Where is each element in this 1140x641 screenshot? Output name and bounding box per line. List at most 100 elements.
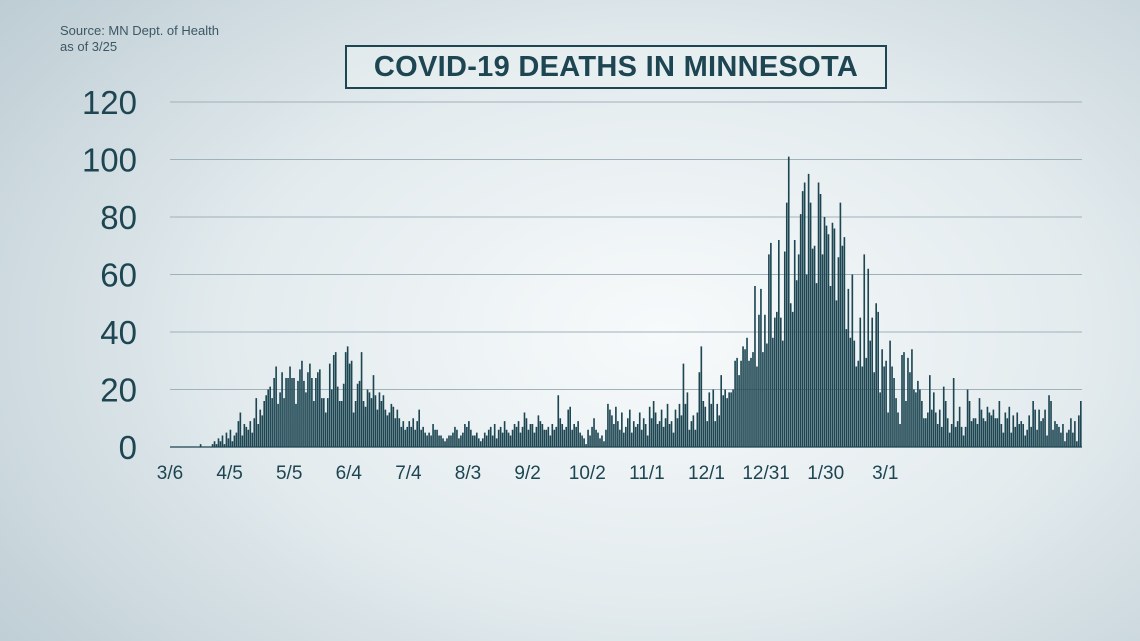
- bar: [317, 372, 319, 447]
- bar: [1010, 432, 1013, 448]
- x-tick-label: 7/4: [395, 463, 422, 484]
- bar: [434, 429, 436, 447]
- bar: [593, 418, 595, 447]
- bar: [301, 360, 303, 447]
- bar: [483, 432, 486, 448]
- bar: [752, 352, 754, 448]
- bar: [921, 401, 923, 447]
- bar: [881, 349, 883, 447]
- bar: [535, 426, 538, 448]
- bar: [388, 412, 391, 447]
- bar: [909, 372, 911, 447]
- bar: [350, 360, 353, 447]
- bar: [760, 288, 762, 448]
- bar: [1038, 409, 1040, 448]
- bar: [243, 424, 246, 447]
- bar: [632, 421, 635, 448]
- bar: [468, 421, 470, 448]
- bar: [291, 378, 293, 447]
- bar: [269, 386, 271, 448]
- bar: [261, 415, 264, 448]
- y-tick-label: 20: [100, 372, 137, 409]
- bar: [650, 418, 653, 447]
- bar: [766, 343, 768, 447]
- bar: [384, 409, 387, 448]
- bar: [555, 426, 558, 448]
- bar: [249, 421, 252, 448]
- bar: [746, 337, 748, 447]
- x-tick-label: 4/5: [216, 463, 242, 484]
- bar: [666, 403, 669, 448]
- bar: [1006, 418, 1009, 447]
- bar: [930, 409, 933, 448]
- bar: [211, 444, 214, 448]
- bar: [942, 386, 945, 448]
- bar: [619, 429, 621, 447]
- bar: [875, 303, 877, 447]
- bar: [571, 429, 573, 447]
- x-tick-label: 3/1: [872, 463, 898, 484]
- bar: [948, 432, 951, 448]
- bar: [589, 435, 591, 447]
- bar: [229, 429, 232, 447]
- bar: [454, 426, 456, 448]
- bar: [1058, 426, 1060, 448]
- bar: [444, 441, 446, 447]
- bar: [523, 412, 526, 447]
- bar: [585, 444, 587, 448]
- bar: [638, 412, 641, 447]
- bar: [273, 378, 275, 447]
- bar: [754, 286, 756, 447]
- bar: [694, 429, 697, 447]
- bar: [330, 389, 333, 447]
- bar: [772, 337, 774, 447]
- bar: [392, 406, 395, 447]
- bar: [267, 389, 269, 447]
- bar: [255, 398, 258, 448]
- bar: [803, 182, 806, 447]
- bar: [283, 398, 285, 448]
- bar: [464, 424, 466, 447]
- bar: [934, 412, 937, 447]
- bar: [603, 441, 605, 447]
- bar: [1050, 401, 1052, 447]
- bar: [213, 441, 216, 447]
- bar: [458, 438, 460, 448]
- bar: [428, 432, 430, 448]
- bar: [515, 426, 518, 448]
- bar: [303, 380, 305, 448]
- bar: [668, 424, 671, 447]
- bar: [927, 412, 929, 447]
- bar: [809, 202, 812, 448]
- bar: [394, 418, 397, 447]
- bar: [366, 389, 369, 447]
- bar: [420, 429, 422, 447]
- bar: [615, 406, 617, 447]
- bar: [1072, 432, 1074, 448]
- bar: [1048, 395, 1050, 447]
- bar: [833, 228, 836, 447]
- bar: [750, 357, 752, 448]
- bar: [740, 360, 742, 447]
- bar: [1018, 424, 1021, 447]
- bar: [811, 248, 814, 447]
- bar: [797, 254, 800, 448]
- bar: [402, 421, 405, 448]
- bar: [960, 426, 963, 448]
- bar: [1054, 421, 1056, 448]
- y-tick-label: 80: [100, 199, 137, 236]
- bar: [305, 392, 307, 448]
- bar: [356, 383, 359, 447]
- bar: [485, 435, 488, 447]
- bar: [871, 317, 874, 448]
- bar: [923, 418, 925, 447]
- bar: [1044, 409, 1046, 448]
- bar: [913, 389, 915, 447]
- bar: [625, 426, 627, 448]
- bar: [674, 409, 677, 448]
- bar: [621, 412, 623, 447]
- bar: [364, 406, 367, 447]
- bar: [932, 392, 935, 448]
- bar: [929, 375, 931, 448]
- bar: [239, 412, 242, 447]
